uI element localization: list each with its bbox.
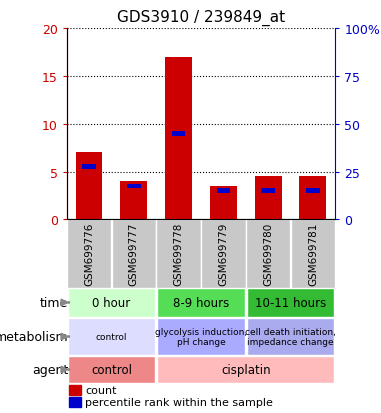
Text: GSM699776: GSM699776: [84, 222, 94, 285]
Bar: [120, 182, 147, 220]
Bar: [246, 220, 290, 288]
Bar: [127, 184, 141, 189]
Text: count: count: [85, 385, 117, 395]
Bar: [172, 132, 185, 136]
Text: agent: agent: [32, 363, 68, 376]
Bar: [75, 153, 102, 220]
Bar: [165, 57, 192, 220]
Text: cisplatin: cisplatin: [221, 363, 271, 376]
Bar: [82, 165, 96, 170]
Text: percentile rank within the sample: percentile rank within the sample: [85, 397, 273, 407]
Bar: [255, 177, 282, 220]
Text: 0 hour: 0 hour: [92, 296, 131, 309]
Bar: [210, 187, 237, 220]
Bar: [68, 288, 155, 317]
Bar: [261, 189, 275, 194]
Bar: [306, 189, 320, 194]
Text: control: control: [96, 332, 127, 341]
Bar: [68, 318, 155, 355]
Text: GSM699778: GSM699778: [174, 222, 184, 285]
Text: control: control: [91, 363, 132, 376]
Bar: [299, 177, 326, 220]
Bar: [68, 356, 155, 383]
Text: time: time: [40, 296, 68, 309]
Bar: [291, 220, 335, 288]
Bar: [157, 318, 245, 355]
Text: 8-9 hours: 8-9 hours: [173, 296, 229, 309]
Bar: [157, 220, 201, 288]
Text: GSM699779: GSM699779: [218, 222, 228, 285]
Text: GSM699780: GSM699780: [263, 222, 273, 285]
Bar: [201, 220, 245, 288]
Bar: [157, 356, 334, 383]
Bar: [247, 318, 334, 355]
Text: 10-11 hours: 10-11 hours: [255, 296, 326, 309]
Bar: [67, 220, 111, 288]
Text: GSM699781: GSM699781: [308, 222, 318, 285]
Text: cell death initiation,
impedance change: cell death initiation, impedance change: [245, 327, 336, 347]
Text: glycolysis induction,
pH change: glycolysis induction, pH change: [155, 327, 247, 347]
Bar: [69, 397, 82, 407]
Bar: [69, 385, 82, 395]
Text: GSM699777: GSM699777: [129, 222, 139, 285]
Bar: [217, 189, 230, 194]
Bar: [157, 288, 245, 317]
Title: GDS3910 / 239849_at: GDS3910 / 239849_at: [117, 10, 285, 26]
Bar: [112, 220, 156, 288]
Bar: [247, 288, 334, 317]
Text: metabolism: metabolism: [0, 330, 68, 343]
